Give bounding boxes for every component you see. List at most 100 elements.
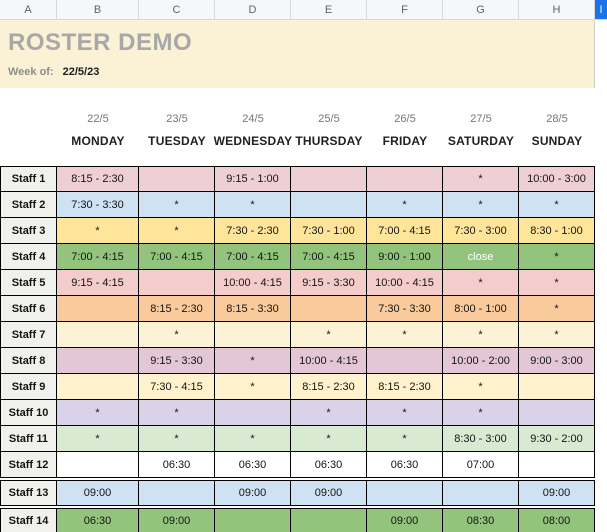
roster-cell[interactable] (519, 452, 595, 478)
roster-cell[interactable]: 8:30 - 3:00 (443, 426, 519, 452)
roster-cell[interactable]: * (139, 218, 215, 244)
roster-cell[interactable]: 09:00 (519, 480, 595, 506)
roster-cell[interactable]: 8:15 - 3:30 (215, 296, 291, 322)
roster-cell[interactable]: 09:00 (367, 508, 443, 532)
roster-cell[interactable]: * (519, 192, 595, 218)
roster-cell[interactable]: 8:30 - 1:00 (519, 218, 595, 244)
roster-cell[interactable]: close (443, 244, 519, 270)
day-header[interactable]: THURSDAY (295, 134, 363, 148)
roster-cell[interactable]: * (215, 374, 291, 400)
column-header-i[interactable]: I (595, 0, 607, 19)
roster-cell[interactable]: 08:30 (443, 508, 519, 532)
roster-cell[interactable] (367, 348, 443, 374)
column-header-f[interactable]: F (367, 0, 443, 19)
roster-cell[interactable]: * (519, 296, 595, 322)
roster-cell[interactable]: 10:00 - 4:15 (367, 270, 443, 296)
roster-cell[interactable]: * (519, 270, 595, 296)
roster-cell[interactable]: 06:30 (215, 452, 291, 478)
staff-label[interactable]: Staff 9 (0, 374, 57, 400)
roster-cell[interactable]: 09:00 (57, 480, 139, 506)
staff-label[interactable]: Staff 3 (0, 218, 57, 244)
staff-label[interactable]: Staff 8 (0, 348, 57, 374)
column-header-h[interactable]: H (519, 0, 595, 19)
roster-cell[interactable] (291, 166, 367, 192)
column-header-g[interactable]: G (443, 0, 519, 19)
roster-cell[interactable] (215, 508, 291, 532)
roster-cell[interactable]: 7:00 - 4:15 (215, 244, 291, 270)
roster-cell[interactable]: * (519, 322, 595, 348)
roster-cell[interactable]: 06:30 (291, 452, 367, 478)
day-header[interactable]: SATURDAY (447, 134, 515, 148)
staff-label[interactable]: Staff 7 (0, 322, 57, 348)
roster-cell[interactable]: 7:30 - 4:15 (139, 374, 215, 400)
staff-label[interactable]: Staff 12 (0, 452, 57, 478)
roster-cell[interactable] (139, 166, 215, 192)
date-header[interactable]: 24/5 (242, 113, 264, 125)
roster-cell[interactable]: * (291, 400, 367, 426)
staff-label[interactable]: Staff 10 (0, 400, 57, 426)
roster-cell[interactable] (57, 452, 139, 478)
roster-cell[interactable]: 10:00 - 3:00 (519, 166, 595, 192)
roster-cell[interactable]: 08:00 (519, 508, 595, 532)
day-header[interactable]: WEDNESDAY (213, 134, 293, 148)
roster-cell[interactable]: 06:30 (139, 452, 215, 478)
roster-cell[interactable] (291, 296, 367, 322)
roster-cell[interactable]: * (367, 322, 443, 348)
staff-label[interactable]: Staff 6 (0, 296, 57, 322)
roster-cell[interactable]: 8:15 - 2:30 (291, 374, 367, 400)
roster-cell[interactable]: 7:00 - 4:15 (367, 218, 443, 244)
roster-cell[interactable]: * (367, 400, 443, 426)
roster-cell[interactable]: 8:15 - 2:30 (139, 296, 215, 322)
roster-cell[interactable]: 10:00 - 4:15 (215, 270, 291, 296)
roster-cell[interactable]: 7:00 - 4:15 (57, 244, 139, 270)
roster-cell[interactable]: * (367, 426, 443, 452)
roster-cell[interactable]: * (367, 192, 443, 218)
roster-cell[interactable] (291, 508, 367, 532)
roster-cell[interactable] (367, 480, 443, 506)
roster-cell[interactable]: 7:00 - 4:15 (291, 244, 367, 270)
staff-label[interactable]: Staff 14 (0, 508, 57, 532)
date-header[interactable]: 28/5 (546, 113, 568, 125)
column-header-e[interactable]: E (291, 0, 367, 19)
roster-cell[interactable]: * (215, 348, 291, 374)
roster-cell[interactable]: * (443, 270, 519, 296)
staff-label[interactable]: Staff 13 (0, 480, 57, 506)
roster-cell[interactable]: 10:00 - 2:00 (443, 348, 519, 374)
roster-cell[interactable]: * (443, 374, 519, 400)
day-header[interactable]: MONDAY (71, 134, 125, 148)
date-header[interactable]: 23/5 (166, 113, 188, 125)
roster-cell[interactable]: 7:30 - 3:30 (57, 192, 139, 218)
roster-cell[interactable] (519, 374, 595, 400)
roster-cell[interactable]: * (215, 192, 291, 218)
roster-cell[interactable]: 7:00 - 4:15 (139, 244, 215, 270)
week-of-label[interactable]: Week of: (8, 66, 54, 78)
roster-cell[interactable]: * (443, 322, 519, 348)
roster-cell[interactable]: 9:15 - 3:30 (291, 270, 367, 296)
roster-cell[interactable]: 7:30 - 1:00 (291, 218, 367, 244)
roster-cell[interactable]: * (139, 192, 215, 218)
roster-cell[interactable]: * (139, 400, 215, 426)
roster-cell[interactable] (215, 322, 291, 348)
column-header-c[interactable]: C (139, 0, 215, 19)
roster-cell[interactable] (519, 400, 595, 426)
date-header[interactable]: 25/5 (318, 113, 340, 125)
roster-cell[interactable]: * (139, 322, 215, 348)
roster-cell[interactable] (57, 374, 139, 400)
roster-cell[interactable] (57, 296, 139, 322)
roster-cell[interactable]: 9:15 - 4:15 (57, 270, 139, 296)
column-header-b[interactable]: B (57, 0, 139, 19)
staff-label[interactable]: Staff 2 (0, 192, 57, 218)
roster-cell[interactable]: * (443, 400, 519, 426)
roster-cell[interactable]: * (215, 426, 291, 452)
roster-cell[interactable]: * (443, 192, 519, 218)
roster-cell[interactable]: 7:30 - 2:30 (215, 218, 291, 244)
day-header[interactable]: TUESDAY (148, 134, 206, 148)
roster-cell[interactable]: * (57, 218, 139, 244)
roster-cell[interactable]: 8:00 - 1:00 (443, 296, 519, 322)
roster-cell[interactable] (57, 348, 139, 374)
roster-cell[interactable]: 10:00 - 4:15 (291, 348, 367, 374)
page-title[interactable]: ROSTER DEMO (8, 29, 193, 56)
roster-cell[interactable]: * (139, 426, 215, 452)
roster-cell[interactable]: * (57, 426, 139, 452)
day-header[interactable]: SUNDAY (531, 134, 583, 148)
